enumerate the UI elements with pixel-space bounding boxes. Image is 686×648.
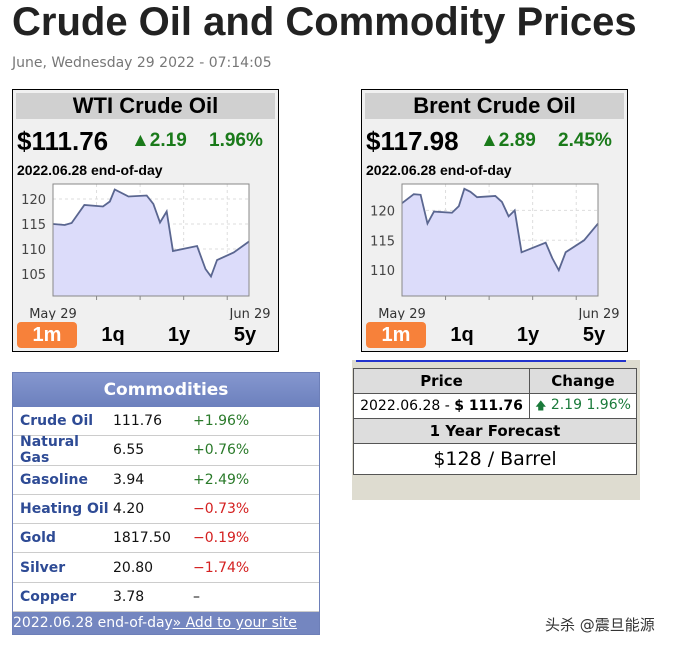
commodity-name[interactable]: Crude Oil <box>20 413 94 430</box>
x-tick-label: May 29 <box>378 307 426 320</box>
add-to-site-link[interactable]: » Add to your site <box>172 615 297 632</box>
forecast-value: $128 / Barrel <box>353 443 637 475</box>
price-date: 2022.06.28 - <box>360 398 455 414</box>
x-tick-label: May 29 <box>29 307 77 320</box>
change-cell: 🡅 2.19 1.96% <box>529 393 637 419</box>
footer-date: 2022.06.28 end-of-day <box>13 615 173 632</box>
tab-1m[interactable]: 1m <box>366 322 426 348</box>
commodity-change: – <box>193 588 200 605</box>
wti-widget: WTI Crude Oil $111.76 ▲2.19 1.96% 2022.0… <box>12 89 279 352</box>
commodity-row: Gold 1817.50 −0.19% <box>13 524 319 554</box>
y-tick-label: 115 <box>21 218 46 233</box>
tab-5y[interactable]: 5y <box>233 324 257 346</box>
commodities-table: Commodities Crude Oil 111.76 +1.96% Natural… <box>12 372 320 636</box>
commodity-change: −0.19% <box>193 530 250 547</box>
commodity-change: +1.96% <box>193 413 250 430</box>
tab-1q[interactable]: 1q <box>450 324 474 346</box>
commodity-value: 6.55 <box>113 442 145 459</box>
commodity-change: +2.49% <box>193 471 250 488</box>
commodity-value: 3.94 <box>113 471 145 488</box>
commodity-value: 4.20 <box>113 501 145 518</box>
commodity-value: 111.76 <box>113 413 162 430</box>
widget-title: WTI Crude Oil <box>16 93 275 119</box>
watermark: 头杀 @震旦能源 <box>545 616 655 634</box>
commodity-name[interactable]: Gold <box>20 530 56 547</box>
commodity-change: −1.74% <box>193 559 250 576</box>
as-of: 2022.06.28 end-of-day <box>17 162 163 178</box>
forecast-panel: Price Change 2022.06.28 - $ 111.76 🡅 2.19 … <box>352 360 640 500</box>
y-tick-label: 110 <box>370 264 395 279</box>
change: ▲2.89 <box>480 130 536 151</box>
price: $111.76 <box>17 126 109 156</box>
page-date: June, Wednesday 29 2022 - 07:14:05 <box>12 55 272 71</box>
commodity-change: −0.73% <box>193 501 250 518</box>
tab-1y[interactable]: 1y <box>167 324 191 346</box>
arrow-up-icon: 🡅 <box>535 398 547 412</box>
page-title: Crude Oil and Commodity Prices <box>12 0 637 44</box>
tab-1q[interactable]: 1q <box>101 324 125 346</box>
commodity-value: 1817.50 <box>113 530 171 547</box>
area-fill <box>402 188 598 296</box>
tab-5y[interactable]: 5y <box>582 324 606 346</box>
plot-border <box>401 183 599 297</box>
tab-1y[interactable]: 1y <box>516 324 540 346</box>
x-tick-label: Jun 29 <box>229 307 271 320</box>
price: $117.98 <box>366 126 459 156</box>
price-chart: 110 115 120 May 29 Jun 29 <box>370 183 620 320</box>
y-tick-label: 105 <box>21 268 46 283</box>
area-fill <box>53 189 249 296</box>
percent: 1.96% <box>209 130 263 151</box>
widget-title: Brent Crude Oil <box>365 93 624 119</box>
x-tick-label: Jun 29 <box>578 307 620 320</box>
tab-1m[interactable]: 1m <box>17 322 77 348</box>
commodity-name[interactable]: Natural Gas <box>20 434 79 467</box>
commodity-name[interactable]: Silver <box>20 559 66 576</box>
change-header: Change <box>529 368 637 394</box>
commodities-footer: 2022.06.28 end-of-day» Add to your site <box>13 612 319 635</box>
price-header: Price <box>353 368 530 394</box>
percent: 2.45% <box>558 130 612 151</box>
y-tick-label: 120 <box>21 193 46 208</box>
price-cell: 2022.06.28 - $ 111.76 <box>353 393 530 419</box>
price-value: $ 111.76 <box>454 398 523 414</box>
brent-widget: Brent Crude Oil $117.98 ▲2.89 2.45% 2022… <box>361 89 628 352</box>
commodity-name[interactable]: Copper <box>20 588 77 605</box>
y-tick-label: 115 <box>370 234 395 249</box>
commodity-value: 20.80 <box>113 559 154 576</box>
commodity-change: +0.76% <box>193 442 250 459</box>
commodity-row: Gasoline 3.94 +2.49% <box>13 466 319 495</box>
commodity-row: Heating Oil 4.20 −0.73% <box>13 495 319 525</box>
commodity-row: Silver 20.80 −1.74% <box>13 553 319 583</box>
commodity-row: Natural Gas 6.55 +0.76% <box>13 434 319 467</box>
as-of: 2022.06.28 end-of-day <box>366 162 512 178</box>
commodity-name[interactable]: Heating Oil <box>20 501 109 518</box>
commodity-row: Crude Oil 111.76 +1.96% <box>13 407 319 437</box>
price-chart: 105 110 115 120 May 29 Jun 29 <box>21 183 271 320</box>
commodity-value: 3.78 <box>113 588 145 605</box>
plot-border <box>52 183 250 297</box>
change-value: 2.19 1.96% <box>546 396 631 413</box>
divider <box>356 360 626 362</box>
commodities-title: Commodities <box>13 373 319 407</box>
commodity-name[interactable]: Gasoline <box>20 471 88 488</box>
commodity-row: Copper 3.78 – <box>13 583 319 613</box>
forecast-header: 1 Year Forecast <box>353 418 637 444</box>
y-tick-label: 110 <box>21 243 46 258</box>
change: ▲2.19 <box>131 130 187 151</box>
y-tick-label: 120 <box>370 204 395 219</box>
